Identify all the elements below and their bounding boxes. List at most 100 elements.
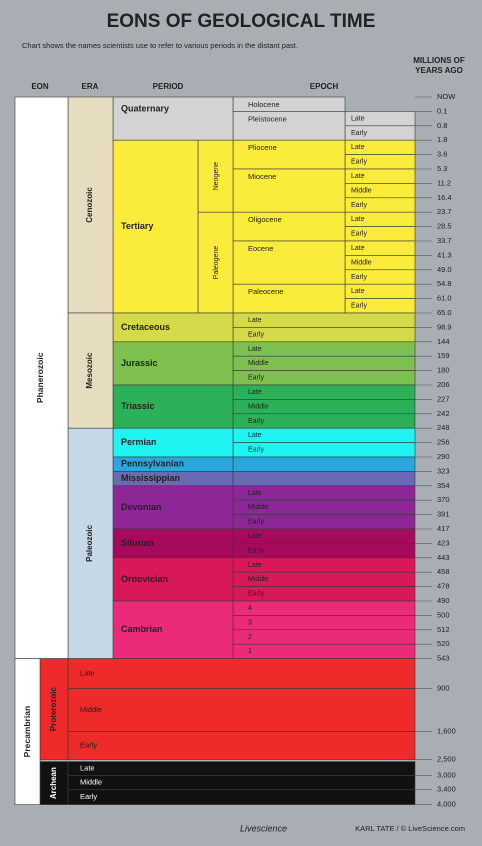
era-label: Proterozoic — [49, 687, 58, 732]
sub-epoch-label: Middle — [351, 259, 372, 266]
year-label: 3,000 — [437, 771, 456, 780]
sub-epoch-label: Middle — [248, 403, 269, 410]
period-cell — [112, 384, 234, 429]
epoch-label: Eocene — [248, 244, 273, 253]
subperiod-cell — [197, 211, 234, 314]
period-cell — [112, 557, 234, 602]
sub-epoch-label: Late — [351, 288, 365, 295]
year-label: 54.8 — [437, 279, 452, 288]
sub-epoch-label: Late — [351, 115, 365, 122]
sub-era-label: Middle — [80, 778, 102, 787]
year-label: 227 — [437, 394, 450, 403]
period-label: Tertiary — [121, 221, 153, 231]
sub-era-cell — [67, 789, 416, 805]
subtitle: Chart shows the names scientists use to … — [22, 41, 298, 50]
epoch-label: Pleistocene — [248, 114, 287, 123]
sub-epoch-label: Late — [248, 490, 262, 497]
column-header: EON — [31, 82, 49, 91]
period-cell — [112, 528, 234, 559]
sub-epoch-label: 3 — [248, 619, 252, 626]
sub-epoch-label: Early — [248, 447, 264, 454]
sub-era-cell — [67, 761, 416, 776]
year-label: 543 — [437, 654, 450, 663]
sub-epoch-label: Early — [248, 547, 264, 554]
credit: KARL TATE / © LiveScience.com — [355, 824, 465, 833]
period-label: Triassic — [121, 401, 155, 411]
year-label: 323 — [437, 466, 450, 475]
sub-epoch-label: Late — [248, 533, 262, 540]
subperiod-label: Neogene — [213, 162, 220, 191]
year-label: 159 — [437, 351, 450, 360]
epoch-cell — [232, 283, 346, 314]
sub-epoch-label: Early — [351, 303, 367, 310]
sub-epoch-label: Middle — [248, 576, 269, 583]
sub-epoch-label: Late — [351, 173, 365, 180]
year-label: 49.0 — [437, 265, 452, 274]
year-label: 242 — [437, 409, 450, 418]
period-label: Jurassic — [121, 358, 158, 368]
sub-epoch-label: Early — [248, 418, 264, 425]
year-label: 1.8 — [437, 135, 447, 144]
year-label: 3.6 — [437, 150, 447, 159]
subperiod-label: Paleogene — [213, 246, 220, 280]
year-label: 520 — [437, 639, 450, 648]
sub-era-label: Late — [80, 669, 95, 678]
year-label: 33.7 — [437, 236, 452, 245]
year-label: 28.5 — [437, 222, 452, 231]
period-label: Cretaceous — [121, 322, 170, 332]
period-label: Permian — [121, 437, 157, 447]
period-label: Pennsylvanian — [121, 459, 184, 469]
sub-epoch-cell — [232, 615, 416, 631]
sub-epoch-label: Early — [351, 202, 367, 209]
era-label: Archean — [49, 767, 58, 799]
eon-cell — [14, 96, 69, 659]
sub-era-label: Early — [80, 741, 97, 750]
era-cell — [67, 96, 114, 314]
epoch-label: Miocene — [248, 172, 276, 181]
epoch-cell — [232, 168, 346, 213]
title: EONS OF GEOLOGICAL TIME — [107, 11, 376, 32]
column-header: EPOCH — [310, 82, 339, 91]
eon-label: Precambrian — [22, 706, 32, 758]
eon-label: Phanerozoic — [35, 352, 45, 403]
sub-epoch-label: Early — [248, 375, 264, 382]
year-label: 206 — [437, 380, 450, 389]
sub-epoch-label: Late — [351, 144, 365, 151]
period-label: Cambrian — [121, 624, 163, 634]
sub-epoch-label: Early — [248, 591, 264, 598]
sub-epoch-label: Late — [248, 317, 262, 324]
year-label: 180 — [437, 366, 450, 375]
year-label: 144 — [437, 337, 450, 346]
epoch-cell — [232, 471, 416, 487]
epoch-label: Holocene — [248, 100, 280, 109]
sub-era-label: Early — [80, 792, 97, 801]
year-label: 417 — [437, 524, 450, 533]
year-label: 900 — [437, 684, 450, 693]
sub-epoch-label: Early — [351, 159, 367, 166]
era-label: Paleozoic — [85, 524, 94, 561]
year-label: 98.9 — [437, 322, 452, 331]
sub-epoch-label: Middle — [248, 504, 269, 511]
year-label: 0.8 — [437, 121, 447, 130]
sub-era-label: Late — [80, 764, 95, 773]
sub-epoch-label: Late — [248, 562, 262, 569]
sub-epoch-cell — [232, 629, 416, 645]
year-label: 370 — [437, 495, 450, 504]
year-label: 478 — [437, 582, 450, 591]
column-header: ERA — [82, 82, 99, 91]
column-header: PERIOD — [153, 82, 184, 91]
era-label: Mesozoic — [85, 352, 94, 389]
period-label: Quaternary — [121, 103, 169, 113]
epoch-cell — [232, 111, 346, 141]
period-cell — [112, 341, 234, 386]
eon-cell — [14, 658, 41, 805]
sub-epoch-label: Late — [248, 432, 262, 439]
year-label: 354 — [437, 481, 450, 490]
sub-era-cell — [67, 658, 416, 689]
sub-epoch-label: Early — [351, 231, 367, 238]
year-label: 512 — [437, 625, 450, 634]
sub-epoch-cell — [232, 643, 416, 659]
sub-epoch-cell — [232, 600, 416, 616]
epoch-cell — [232, 456, 416, 472]
year-label: 65.0 — [437, 308, 452, 317]
